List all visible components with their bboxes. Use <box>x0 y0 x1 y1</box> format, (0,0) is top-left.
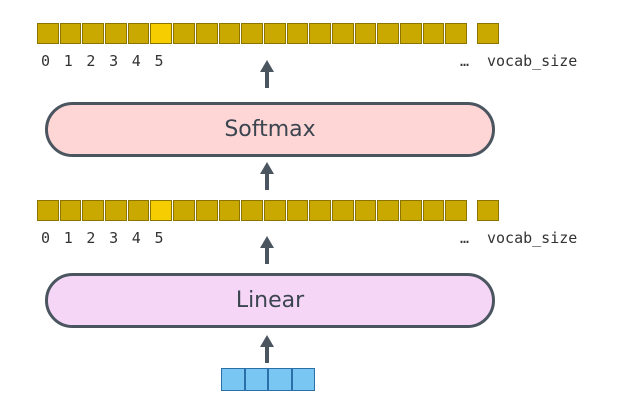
top-vector-cell <box>195 23 218 44</box>
softmax-label: Softmax <box>224 117 316 142</box>
logits-vector-cell <box>82 200 105 221</box>
logits-vector-index-label: 3 <box>109 229 119 247</box>
logits-vector-cell <box>241 200 263 221</box>
top-vector-cell <box>105 23 127 44</box>
top-vector-cell <box>127 23 150 44</box>
top-vector-cell <box>173 23 195 44</box>
top-vector-cell <box>82 23 105 44</box>
top-vector-index-label: 0 <box>41 52 51 70</box>
logits-vector-cell <box>377 200 399 221</box>
logits-vector-cell <box>286 200 309 221</box>
input-vector-cell <box>221 368 245 391</box>
top-vector-cell <box>218 23 241 44</box>
softmax-block: Softmax <box>45 102 495 157</box>
logits-vector-index-label: 5 <box>154 229 164 247</box>
top-vector-index-label: 4 <box>131 52 141 70</box>
top-vector-cell <box>37 23 59 44</box>
top-vector-index-label: 2 <box>86 52 96 70</box>
logits-vector-cell <box>59 200 82 221</box>
logits-vector-cell <box>331 200 354 221</box>
linear-label: Linear <box>235 288 305 313</box>
logits-vector-cell <box>309 200 331 221</box>
logits-vector-cell <box>263 200 286 221</box>
top-vector-cell <box>354 23 377 44</box>
top-vector-cell <box>263 23 286 44</box>
input-vector-cell <box>244 368 268 391</box>
top-vector-vocab-label: vocab_size <box>487 52 578 70</box>
arrow-up-icon <box>260 236 274 264</box>
logits-vector-cell <box>400 200 422 221</box>
top-vector-cell <box>377 23 399 44</box>
logits-vector-index-label: 0 <box>41 229 51 247</box>
arrow-up-icon <box>260 335 274 363</box>
logits-vector-cell <box>173 200 195 221</box>
top-vector-index-label: 3 <box>109 52 119 70</box>
top-vector-cell <box>241 23 263 44</box>
logits-vector-index-label: 2 <box>86 229 96 247</box>
top-vector-cell <box>150 23 173 44</box>
input-vector-cell <box>291 368 315 391</box>
top-vector-index-label: 5 <box>154 52 164 70</box>
top-vector-cell <box>309 23 331 44</box>
logits-vector-cell <box>354 200 377 221</box>
logits-vector-cell <box>218 200 241 221</box>
logits-vector-cell <box>422 200 445 221</box>
logits-vector-last-cell <box>477 200 499 221</box>
top-vector-cell <box>422 23 445 44</box>
top-vector-last-cell <box>477 23 499 44</box>
input-vector <box>221 368 315 391</box>
top-vector-cell <box>59 23 82 44</box>
top-vector-cell <box>286 23 309 44</box>
arrow-up-icon <box>260 60 274 88</box>
logits-vector-cell <box>195 200 218 221</box>
top-vector-cell <box>445 23 468 44</box>
logits-vector-cell <box>105 200 127 221</box>
top-vector-index-label: 1 <box>63 52 73 70</box>
linear-block: Linear <box>45 273 495 328</box>
top-vector-cell <box>400 23 422 44</box>
logits-vector-index-label: 4 <box>131 229 141 247</box>
top-vector-cell <box>331 23 354 44</box>
arrow-up-icon <box>260 162 274 190</box>
logits-vector <box>37 200 468 221</box>
logits-vector-cell <box>445 200 468 221</box>
logits-vector-vocab-label: vocab_size <box>487 229 578 247</box>
logits-vector-cell <box>127 200 150 221</box>
logits-vector-cell <box>150 200 173 221</box>
input-vector-cell <box>268 368 292 391</box>
logits-vector-index-label: 1 <box>63 229 73 247</box>
logits-vector-ellipsis: … <box>460 229 470 247</box>
top-vector-ellipsis: … <box>460 52 470 70</box>
logits-vector-cell <box>37 200 59 221</box>
top-vector <box>37 23 468 44</box>
